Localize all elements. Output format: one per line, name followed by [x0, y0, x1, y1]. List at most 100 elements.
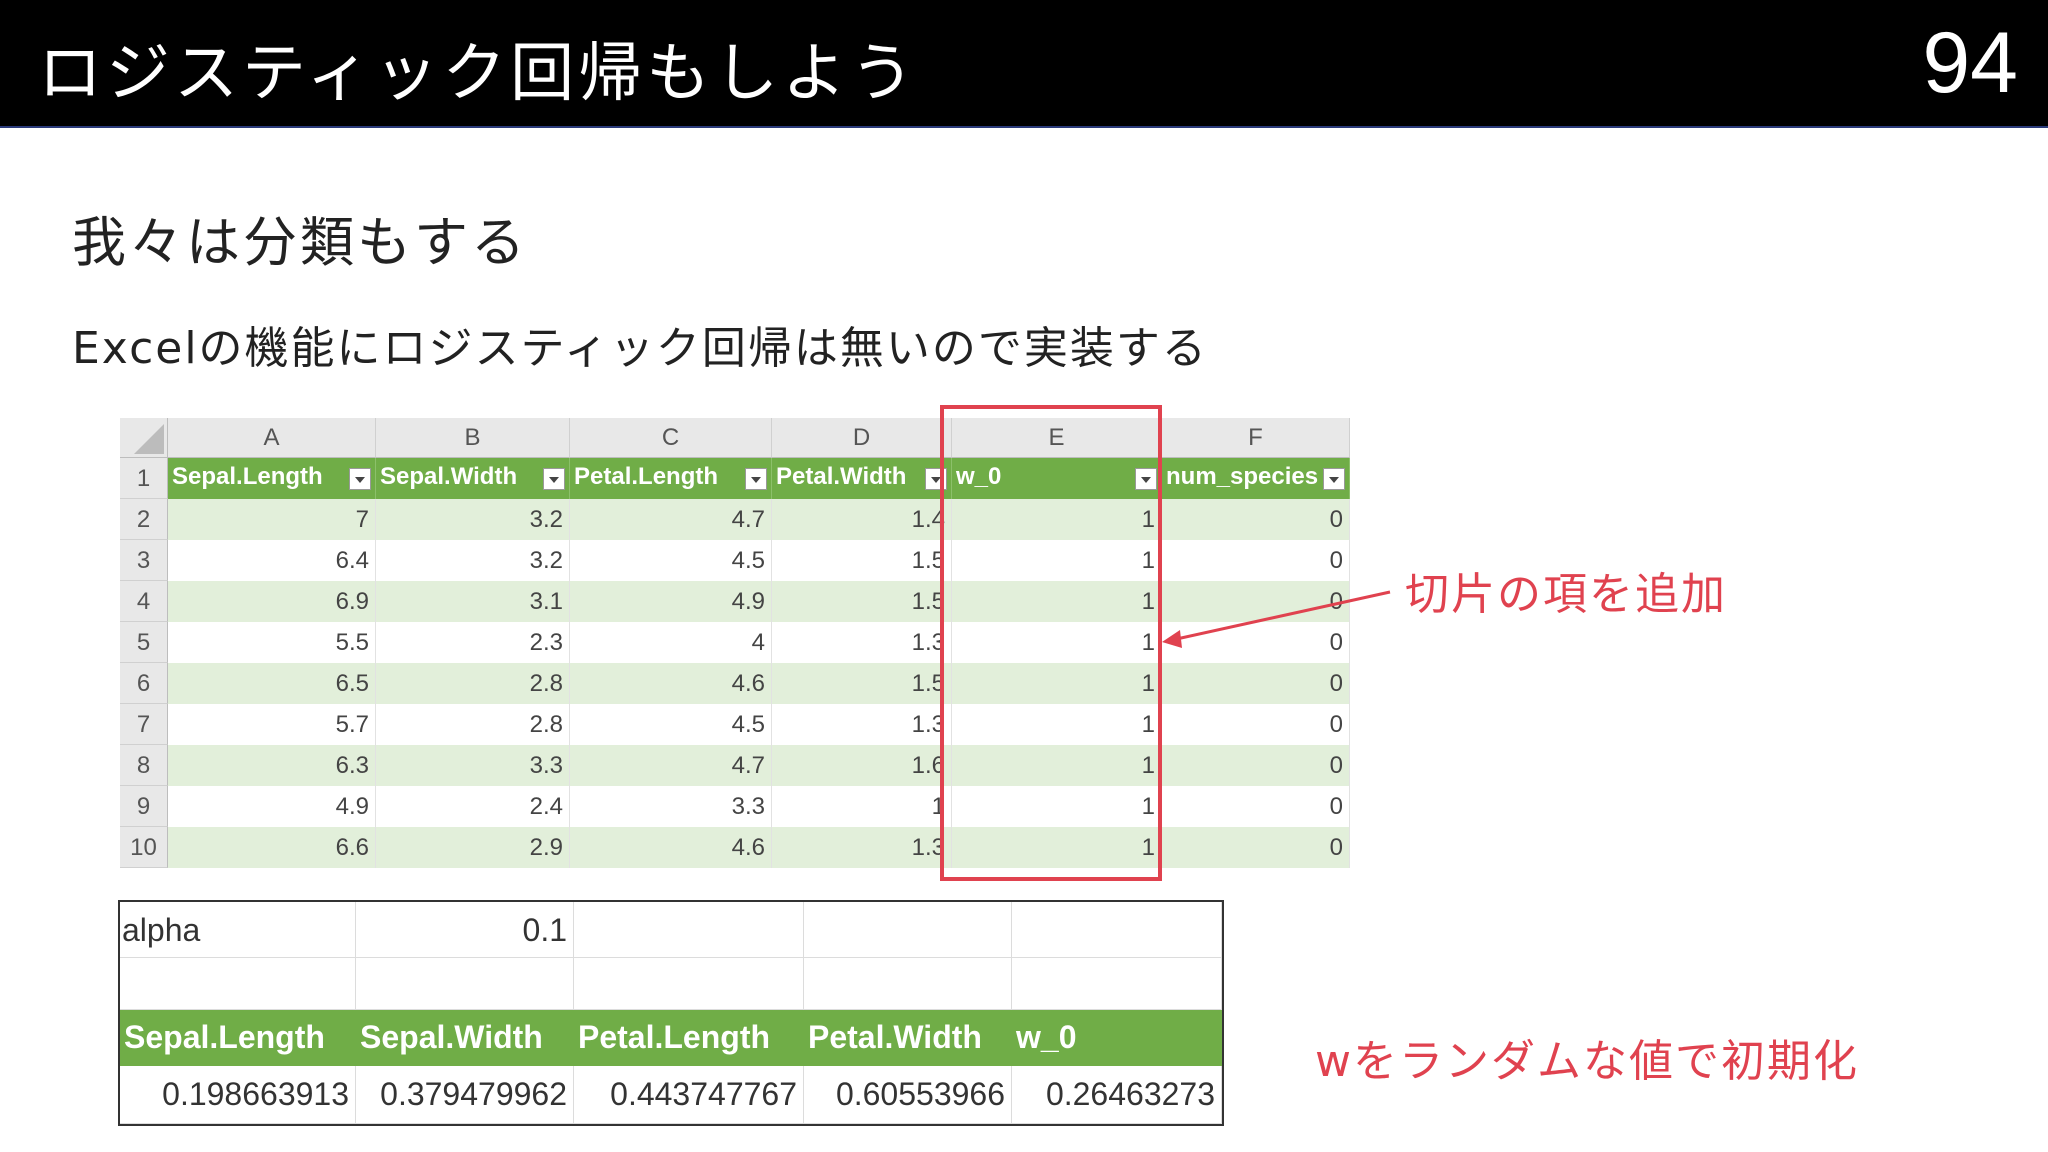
weight-value-cell[interactable]: 0.198663913 [120, 1066, 356, 1124]
filter-dropdown-icon[interactable] [1323, 468, 1345, 490]
table-cell[interactable]: 4.5 [570, 704, 772, 745]
table-cell[interactable]: 7 [168, 499, 376, 540]
table-cell[interactable]: 3.2 [376, 499, 570, 540]
weight-value-cell[interactable]: 0.60553966 [804, 1066, 1012, 1124]
table-cell[interactable]: 6.6 [168, 827, 376, 868]
table-cell[interactable]: 4.6 [570, 827, 772, 868]
table-cell[interactable]: 2.8 [376, 663, 570, 704]
row-header-4[interactable]: 4 [120, 581, 168, 622]
table-cell[interactable]: 1 [952, 704, 1162, 745]
table-cell[interactable]: 1 [952, 622, 1162, 663]
row-header-10[interactable]: 10 [120, 827, 168, 868]
row-header-9[interactable]: 9 [120, 786, 168, 827]
empty-cell[interactable] [356, 958, 574, 1010]
table-cell[interactable]: 1.3 [772, 622, 952, 663]
table-cell[interactable]: 2.3 [376, 622, 570, 663]
row-header-1[interactable]: 1 [120, 458, 168, 499]
table-header-cell[interactable]: w_0 [952, 458, 1162, 499]
table-cell[interactable]: 0 [1162, 827, 1350, 868]
alpha-label[interactable]: alpha [120, 902, 356, 958]
param-header-cell[interactable]: Sepal.Length [120, 1010, 356, 1066]
empty-cell[interactable] [574, 958, 804, 1010]
table-header-cell[interactable]: num_species [1162, 458, 1350, 499]
table-cell[interactable]: 6.3 [168, 745, 376, 786]
table-cell[interactable]: 4.7 [570, 745, 772, 786]
table-cell[interactable]: 0 [1162, 704, 1350, 745]
filter-dropdown-icon[interactable] [745, 468, 767, 490]
table-cell[interactable]: 2.4 [376, 786, 570, 827]
column-header-b[interactable]: B [376, 418, 570, 458]
column-header-e[interactable]: E [952, 418, 1162, 458]
row-header-7[interactable]: 7 [120, 704, 168, 745]
column-header-f[interactable]: F [1162, 418, 1350, 458]
row-header-2[interactable]: 2 [120, 499, 168, 540]
param-header-cell[interactable]: Petal.Length [574, 1010, 804, 1066]
table-cell[interactable]: 1.5 [772, 663, 952, 704]
table-cell[interactable]: 0 [1162, 786, 1350, 827]
row-header-6[interactable]: 6 [120, 663, 168, 704]
table-cell[interactable]: 1 [952, 745, 1162, 786]
table-cell[interactable]: 4 [570, 622, 772, 663]
table-cell[interactable]: 2.9 [376, 827, 570, 868]
table-cell[interactable]: 1 [952, 663, 1162, 704]
column-header-d[interactable]: D [772, 418, 952, 458]
table-cell[interactable]: 0 [1162, 622, 1350, 663]
table-cell[interactable]: 0 [1162, 663, 1350, 704]
table-cell[interactable]: 1 [952, 499, 1162, 540]
table-cell[interactable]: 0 [1162, 581, 1350, 622]
row-header-5[interactable]: 5 [120, 622, 168, 663]
table-cell[interactable]: 1 [952, 827, 1162, 868]
table-cell[interactable]: 0 [1162, 745, 1350, 786]
table-cell[interactable]: 1.5 [772, 581, 952, 622]
table-cell[interactable]: 4.5 [570, 540, 772, 581]
table-cell[interactable]: 6.9 [168, 581, 376, 622]
table-header-cell[interactable]: Petal.Width [772, 458, 952, 499]
filter-dropdown-icon[interactable] [349, 468, 371, 490]
column-header-a[interactable]: A [168, 418, 376, 458]
param-header-cell[interactable]: Sepal.Width [356, 1010, 574, 1066]
weight-value-cell[interactable]: 0.443747767 [574, 1066, 804, 1124]
table-cell[interactable]: 6.5 [168, 663, 376, 704]
table-cell[interactable]: 2.8 [376, 704, 570, 745]
empty-cell[interactable] [804, 958, 1012, 1010]
empty-cell[interactable] [574, 902, 804, 958]
table-cell[interactable]: 1.6 [772, 745, 952, 786]
table-cell[interactable]: 0 [1162, 499, 1350, 540]
empty-cell[interactable] [804, 902, 1012, 958]
table-cell[interactable]: 1.3 [772, 827, 952, 868]
table-cell[interactable]: 4.9 [168, 786, 376, 827]
row-header-3[interactable]: 3 [120, 540, 168, 581]
param-header-cell[interactable]: w_0 [1012, 1010, 1222, 1066]
table-cell[interactable]: 5.5 [168, 622, 376, 663]
table-header-cell[interactable]: Sepal.Width [376, 458, 570, 499]
table-cell[interactable]: 3.3 [570, 786, 772, 827]
table-cell[interactable]: 1.4 [772, 499, 952, 540]
column-header-c[interactable]: C [570, 418, 772, 458]
table-header-cell[interactable]: Petal.Length [570, 458, 772, 499]
table-cell[interactable]: 4.7 [570, 499, 772, 540]
weight-value-cell[interactable]: 0.26463273 [1012, 1066, 1222, 1124]
table-header-cell[interactable]: Sepal.Length [168, 458, 376, 499]
empty-cell[interactable] [120, 958, 356, 1010]
table-cell[interactable]: 1 [952, 786, 1162, 827]
table-cell[interactable]: 6.4 [168, 540, 376, 581]
table-cell[interactable]: 3.2 [376, 540, 570, 581]
table-cell[interactable]: 5.7 [168, 704, 376, 745]
table-cell[interactable]: 3.3 [376, 745, 570, 786]
table-cell[interactable]: 1 [952, 540, 1162, 581]
table-cell[interactable]: 1.3 [772, 704, 952, 745]
empty-cell[interactable] [1012, 958, 1222, 1010]
weight-value-cell[interactable]: 0.379479962 [356, 1066, 574, 1124]
table-cell[interactable]: 0 [1162, 540, 1350, 581]
empty-cell[interactable] [1012, 902, 1222, 958]
alpha-value[interactable]: 0.1 [356, 902, 574, 958]
row-header-8[interactable]: 8 [120, 745, 168, 786]
table-cell[interactable]: 3.1 [376, 581, 570, 622]
param-header-cell[interactable]: Petal.Width [804, 1010, 1012, 1066]
filter-dropdown-icon[interactable] [1135, 468, 1157, 490]
table-cell[interactable]: 1 [772, 786, 952, 827]
table-cell[interactable]: 1 [952, 581, 1162, 622]
table-cell[interactable]: 1.5 [772, 540, 952, 581]
filter-dropdown-icon[interactable] [543, 468, 565, 490]
table-cell[interactable]: 4.9 [570, 581, 772, 622]
